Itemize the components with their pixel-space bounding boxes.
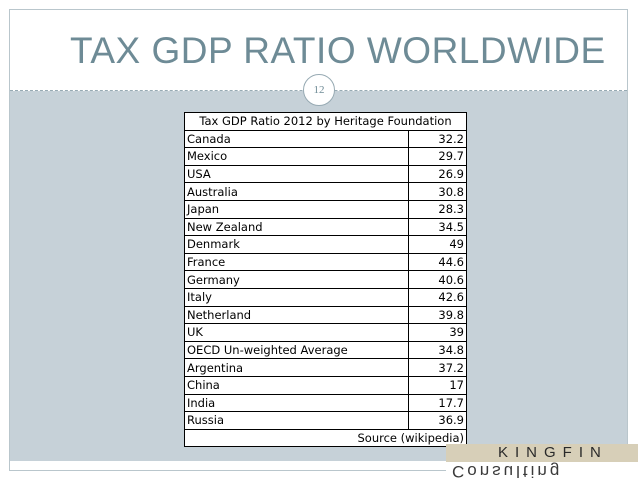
table-row: Germany 40.6 [184, 270, 467, 289]
table-row: France 44.6 [184, 252, 467, 272]
table-row: Argentina 37.2 [184, 358, 467, 377]
value-cell: 29.7 [408, 147, 467, 166]
table-row: Japan 28.3 [184, 199, 467, 219]
value-cell: 39.8 [408, 305, 467, 325]
value-cell: 17 [408, 375, 467, 395]
country-cell: Russia [184, 411, 409, 430]
country-cell: Mexico [184, 147, 409, 166]
table-row: Russia 36.9 [184, 411, 467, 430]
country-cell: France [184, 252, 409, 272]
country-cell: India [184, 393, 409, 413]
value-cell: 44.6 [408, 252, 467, 272]
country-cell: Germany [184, 270, 409, 289]
logo-text-consulting: Consulting [452, 462, 563, 479]
value-cell: 17.7 [408, 393, 467, 413]
table-row: UK 39 [184, 323, 467, 342]
slide-title: TAX GDP RATIO WORLDWIDE [70, 30, 606, 71]
value-cell: 39 [408, 323, 467, 342]
value-cell: 34.5 [408, 217, 467, 237]
table-row: Mexico 29.7 [184, 147, 467, 166]
country-cell: Japan [184, 199, 409, 219]
table-row: USA 26.9 [184, 164, 467, 184]
tax-gdp-table: Tax GDP Ratio 2012 by Heritage Foundatio… [184, 112, 467, 448]
table-row: Italy 42.6 [184, 287, 467, 307]
table-row: Netherland 39.8 [184, 305, 467, 325]
table-row: New Zealand 34.5 [184, 217, 467, 237]
country-cell: Denmark [184, 235, 409, 254]
table-source: Source (wikipedia) [184, 428, 467, 448]
country-cell: OECD Un-weighted Average [184, 340, 409, 360]
country-cell: Australia [184, 182, 409, 201]
country-cell: New Zealand [184, 217, 409, 237]
country-cell: Netherland [184, 305, 409, 325]
table-source-row: Source (wikipedia) [184, 428, 467, 448]
table-row: China 17 [184, 375, 467, 395]
value-cell: 37.2 [408, 358, 467, 377]
table-header: Tax GDP Ratio 2012 by Heritage Foundatio… [184, 112, 467, 131]
value-cell: 42.6 [408, 287, 467, 307]
table-header-row: Tax GDP Ratio 2012 by Heritage Foundatio… [184, 112, 467, 131]
value-cell: 34.8 [408, 340, 467, 360]
table-row: India 17.7 [184, 393, 467, 413]
country-cell: USA [184, 164, 409, 184]
value-cell: 32.2 [408, 129, 467, 149]
logo-bar [446, 444, 638, 462]
table-row: Canada 32.2 [184, 129, 467, 149]
value-cell: 36.9 [408, 411, 467, 430]
value-cell: 30.8 [408, 182, 467, 201]
logo-text-kingfin: KINGFIN [498, 444, 608, 461]
value-cell: 28.3 [408, 199, 467, 219]
country-cell: UK [184, 323, 409, 342]
value-cell: 26.9 [408, 164, 467, 184]
country-cell: Argentina [184, 358, 409, 377]
country-cell: Canada [184, 129, 409, 149]
value-cell: 40.6 [408, 270, 467, 289]
bottom-strip [10, 461, 627, 470]
country-cell: China [184, 375, 409, 395]
table-row: OECD Un-weighted Average 34.8 [184, 340, 467, 360]
value-cell: 49 [408, 235, 467, 254]
country-cell: Italy [184, 287, 409, 307]
kingfin-logo: KINGFIN Consulting [446, 444, 638, 479]
page-number-badge: 12 [303, 74, 335, 106]
table-row: Denmark 49 [184, 235, 467, 254]
table-row: Australia 30.8 [184, 182, 467, 201]
